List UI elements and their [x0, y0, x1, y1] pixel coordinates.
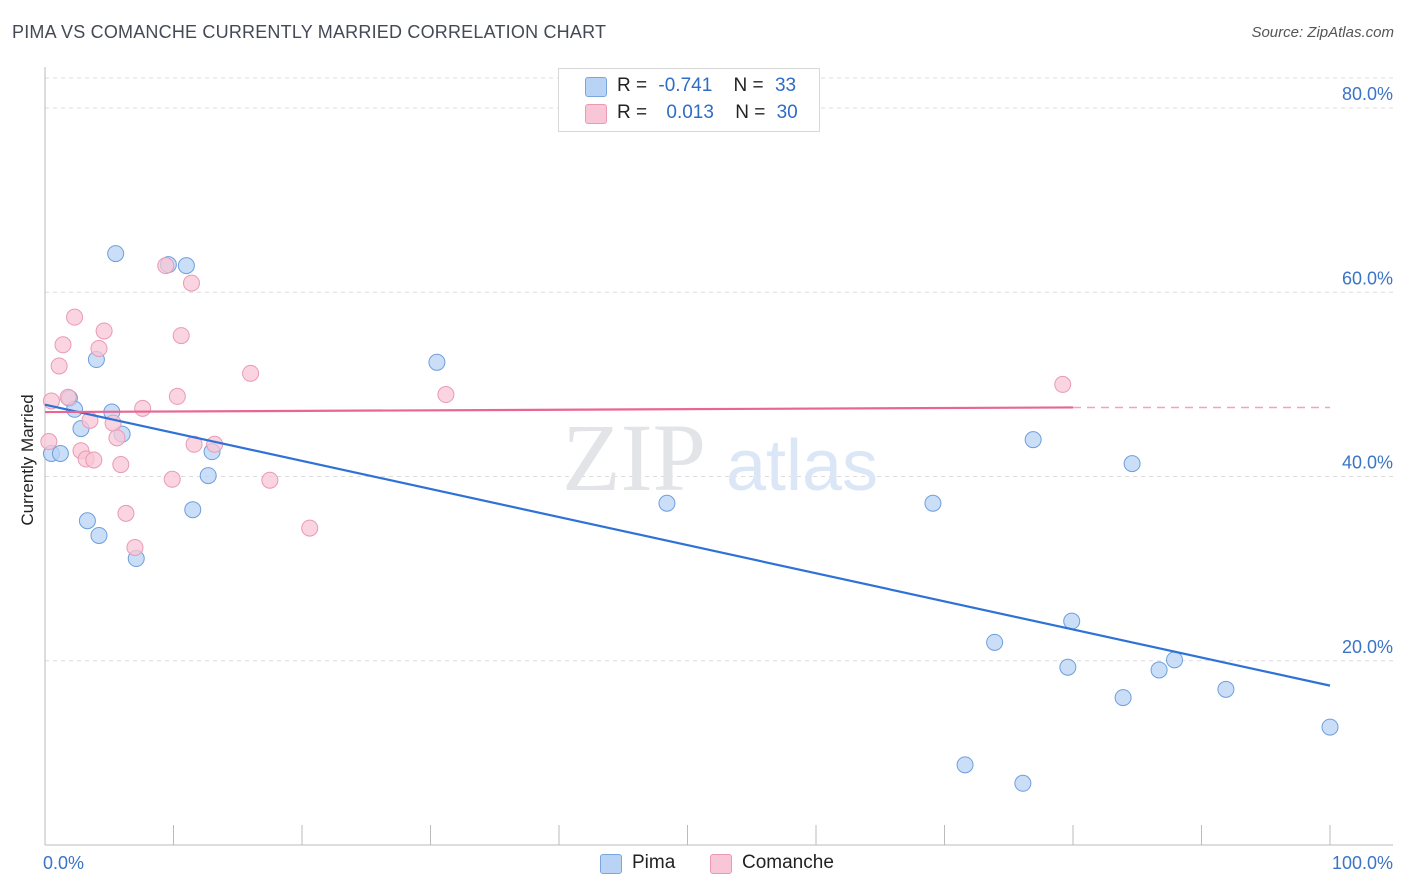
pima-point: [199, 467, 217, 485]
watermark: ZIP atlas: [562, 404, 878, 511]
pima-point: [658, 494, 676, 512]
pima-point: [107, 245, 125, 263]
comanche-point: [108, 429, 126, 447]
comanche-point: [85, 451, 103, 469]
comanche-point: [157, 257, 175, 275]
comanche-point: [117, 504, 135, 522]
pima-point: [1123, 455, 1141, 473]
chart-title: PIMA VS COMANCHE CURRENTLY MARRIED CORRE…: [12, 22, 607, 42]
comanche-point: [40, 433, 58, 451]
comanche-point: [242, 364, 260, 382]
pima-point: [428, 353, 446, 371]
comanche-point: [163, 470, 181, 488]
legend-r-value: -0.741: [658, 75, 713, 96]
y-tick-label: 60.0%: [1342, 268, 1393, 288]
comanche-point: [1054, 375, 1072, 393]
pima-point: [90, 526, 108, 544]
comanche-point: [66, 308, 84, 326]
pima-point: [1150, 661, 1168, 679]
x-tick-label-left: 0.0%: [43, 853, 84, 873]
pima-point: [1166, 651, 1184, 669]
y-tick-label: 80.0%: [1342, 84, 1393, 104]
legend-r-label: R =: [617, 102, 648, 123]
comanche-point: [261, 471, 279, 489]
pima-trend-line: [44, 403, 1331, 687]
comanche-point: [54, 336, 72, 354]
comanche-point: [134, 399, 152, 417]
pima-point: [1321, 718, 1339, 736]
legend-n-label: N =: [733, 75, 764, 96]
pima-point: [78, 512, 96, 530]
comanche-point: [172, 327, 190, 345]
legend-n-value: 33: [774, 75, 797, 96]
comanche-point: [90, 339, 108, 357]
comanche-point: [112, 456, 130, 474]
comanche-point: [437, 386, 455, 404]
y-tick-label: 20.0%: [1342, 637, 1393, 657]
comanche-point: [206, 435, 224, 453]
comanche-point: [168, 387, 186, 405]
comanche-point: [59, 388, 77, 406]
watermark-zip: ZIP: [562, 404, 706, 511]
bottom-legend-swatch-pima: [600, 854, 622, 874]
pima-point: [986, 633, 1004, 651]
legend-swatch-pima: [585, 77, 607, 97]
pima-point: [1024, 431, 1042, 449]
axes: [44, 67, 1393, 846]
bottom-legend-label-pima: Pima: [632, 852, 676, 873]
legend-r-value: 0.013: [666, 102, 714, 123]
pima-point: [177, 257, 195, 275]
legend-n-label: N =: [735, 102, 766, 123]
comanche-point: [50, 357, 68, 375]
pima-point: [924, 494, 942, 512]
pima-point: [51, 445, 69, 462]
source-label: Source: ZipAtlas.com: [1251, 24, 1394, 41]
bottom-legend-label-comanche: Comanche: [742, 852, 834, 873]
pima-point: [1014, 774, 1032, 792]
bottom-legend-swatch-comanche: [710, 854, 732, 874]
data-points: [40, 245, 1339, 792]
comanche-point: [182, 274, 200, 292]
pima-point: [1114, 689, 1132, 707]
comanche-point: [301, 519, 319, 537]
comanche-point: [95, 322, 113, 340]
comanche-point: [126, 538, 144, 556]
stats-legend: R = -0.741 N = 33 R = 0.013 N = 30: [558, 68, 820, 132]
pima-point: [1063, 612, 1081, 630]
comanche-trend-line: [44, 406, 1074, 414]
pima-point: [1059, 658, 1077, 676]
trend-lines: [44, 403, 1331, 687]
pima-point: [1217, 680, 1235, 698]
ticks: 20.0% 40.0% 60.0% 80.0% 0.0% 100.0%: [43, 84, 1393, 873]
y-tick-label: 40.0%: [1342, 453, 1393, 473]
legend-r-label: R =: [617, 75, 648, 96]
watermark-atlas: atlas: [726, 426, 878, 506]
legend-n-value: 30: [776, 102, 798, 123]
x-tick-label-right: 100.0%: [1332, 853, 1393, 873]
pima-point: [956, 756, 974, 774]
legend-swatch-comanche: [585, 104, 607, 124]
pima-point: [184, 501, 202, 519]
